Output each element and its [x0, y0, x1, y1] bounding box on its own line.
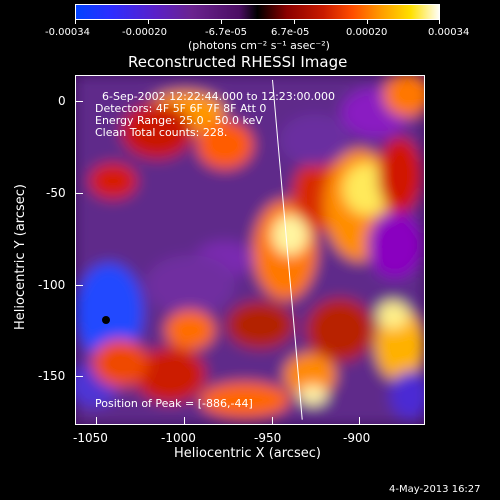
- colorbar-unit-label: (photons cm⁻² s⁻¹ asec⁻²): [188, 39, 330, 52]
- colorbar-border: [75, 4, 440, 20]
- x-tick-label-1: -1000: [161, 431, 196, 445]
- colorbar-tick-label-6: 0.00034: [428, 27, 470, 38]
- colorbar-tick-label-3: -6.7e-05: [205, 27, 247, 38]
- x-tick-label-2: -950: [254, 431, 282, 445]
- x-tick-label-3: -900: [343, 431, 371, 445]
- y-tick-0: [75, 101, 83, 102]
- x-axis-label: Heliocentric X (arcsec): [174, 446, 321, 461]
- colorbar-tick-2: [148, 20, 149, 24]
- image-border: [75, 75, 425, 425]
- colorbar-tick-label-4: 6.7e-05: [271, 27, 310, 38]
- colorbar-tick-3: [221, 20, 222, 24]
- image-title: Reconstructed RHESSI Image: [128, 53, 348, 71]
- colorbar-tick-5: [367, 20, 368, 24]
- y-tick-2: [75, 285, 83, 286]
- y-tick-label-3: -150: [38, 369, 66, 383]
- rhessi-image: [75, 75, 425, 425]
- peak-annotation: Position of Peak = [-886,-44]: [95, 397, 253, 410]
- x-tick-label-0: -1050: [73, 431, 108, 445]
- x-tick-2: [272, 417, 273, 425]
- footer-timestamp: 4-May-2013 16:27: [389, 484, 481, 495]
- colorbar: [75, 4, 440, 20]
- annotation-line-2: Detectors: 4F 5F 6F 7F 8F Att 0: [95, 102, 267, 115]
- y-tick-label-0: 0: [58, 94, 66, 108]
- y-axis-label: Heliocentric Y (arcsec): [13, 184, 28, 330]
- y-tick-label-2: -100: [38, 278, 66, 292]
- colorbar-tick-1: [75, 20, 76, 24]
- y-tick-3: [75, 376, 83, 377]
- colorbar-tick-label-5: 0.00020: [346, 27, 388, 38]
- x-tick-0: [96, 417, 97, 425]
- colorbar-tick-4: [294, 20, 295, 24]
- x-tick-1: [184, 417, 185, 425]
- annotation-line-1: 6-Sep-2002 12:22:44.000 to 12:23:00.000: [102, 90, 335, 103]
- y-tick-label-1: -50: [46, 186, 66, 200]
- x-tick-3: [359, 417, 360, 425]
- colorbar-tick-label-2: -0.00020: [122, 27, 167, 38]
- y-tick-1: [75, 193, 83, 194]
- colorbar-tick-6: [439, 20, 440, 24]
- colorbar-tick-label-1: -0.00034: [45, 27, 90, 38]
- annotation-line-4: Clean Total counts: 228.: [95, 126, 228, 139]
- annotation-line-3: Energy Range: 25.0 - 50.0 keV: [95, 114, 263, 127]
